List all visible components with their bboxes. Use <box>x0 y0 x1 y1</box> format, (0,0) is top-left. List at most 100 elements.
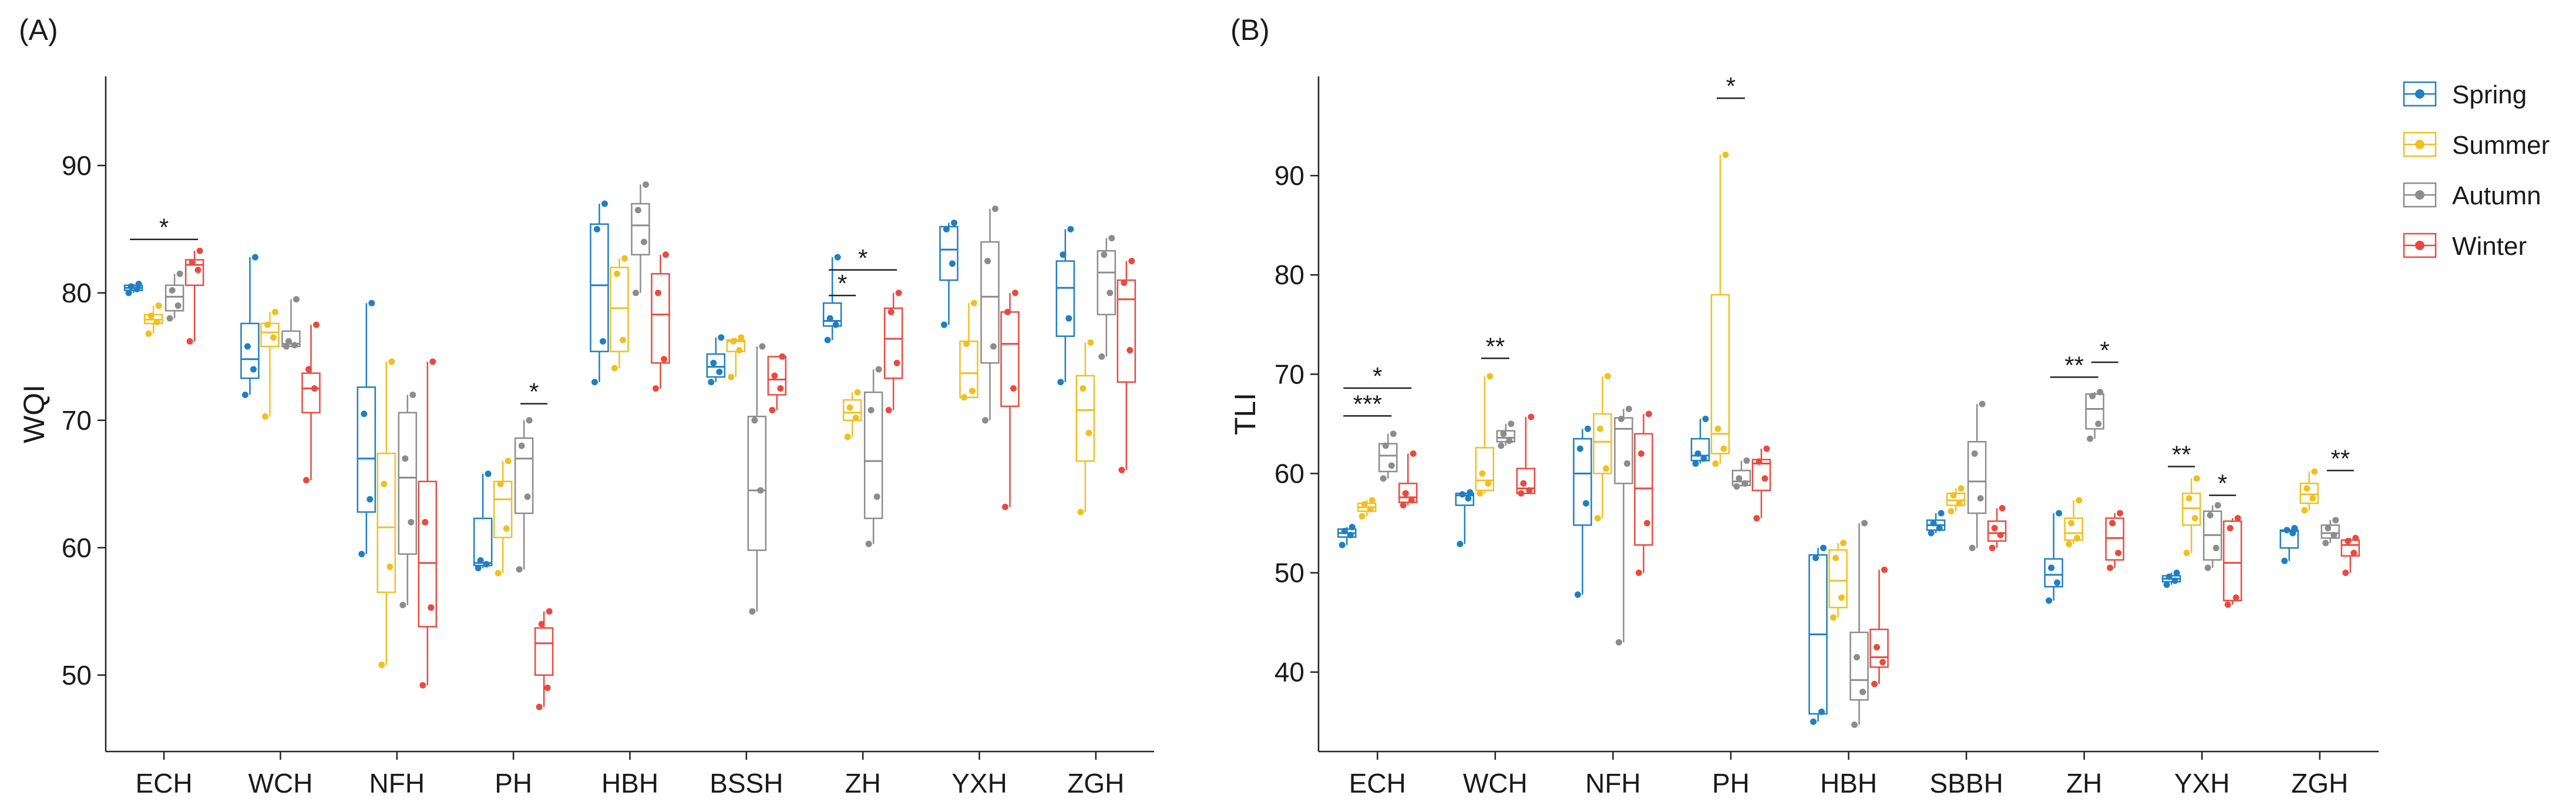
data-point <box>643 181 649 188</box>
data-point <box>1810 718 1817 725</box>
data-point <box>2352 534 2359 541</box>
y-tick-label: 90 <box>1274 160 1304 191</box>
box-iqr <box>1987 520 2007 542</box>
data-point <box>1368 497 1376 504</box>
data-point <box>951 220 957 227</box>
data-point <box>1977 495 1984 502</box>
legend-item-autumn: Autumn <box>2403 181 2541 210</box>
data-point <box>826 315 833 322</box>
data-point <box>1382 442 1389 449</box>
data-point <box>2303 485 2311 492</box>
data-point <box>1506 437 1513 444</box>
data-point <box>1121 279 1128 287</box>
data-point <box>1969 544 1976 551</box>
box-iqr <box>1055 260 1075 337</box>
data-point <box>1002 503 1008 510</box>
data-point <box>1528 413 1535 420</box>
data-point <box>2207 512 2214 518</box>
data-point <box>1004 308 1011 315</box>
box-iqr <box>301 372 321 414</box>
box-autumn-ph <box>1731 457 1751 490</box>
data-point <box>1756 458 1763 465</box>
data-point <box>885 406 892 413</box>
data-point <box>1851 721 1858 728</box>
box-spring-nfh <box>357 299 376 558</box>
x-tick-label: PH <box>495 768 532 798</box>
legend-label: Autumn <box>2452 181 2541 210</box>
data-point <box>594 225 600 233</box>
significance-label: ** <box>2330 444 2350 472</box>
data-point <box>1584 425 1591 432</box>
box-winter-zgh <box>2340 534 2360 577</box>
data-point <box>381 480 388 487</box>
data-point <box>895 289 902 297</box>
data-point <box>1743 457 1750 464</box>
data-point <box>1938 510 1945 517</box>
box-iqr <box>939 225 959 281</box>
panel-b: (B) 40 50 60 70 80 90 TLI ECH WCH NFH PH HBH SBBH ZH YX… <box>1229 14 2379 798</box>
data-point <box>409 391 416 398</box>
panel-label: (A) <box>19 14 58 46</box>
data-point <box>1761 475 1768 482</box>
data-point <box>1012 289 1018 297</box>
data-point <box>2212 544 2219 551</box>
box-autumn-ech <box>164 270 184 322</box>
box-autumn-nfh <box>398 391 418 608</box>
box-autumn-zh <box>863 366 883 547</box>
box-winter-bssh <box>767 353 787 413</box>
data-point <box>663 251 669 258</box>
x-tick-label: ZGH <box>2291 768 2348 798</box>
data-point <box>262 413 268 420</box>
box-winter-nfh <box>1634 410 1653 577</box>
box-autumn-wch <box>281 296 301 350</box>
y-tick-label: 50 <box>62 660 92 690</box>
data-point <box>250 366 257 373</box>
legend-swatch-dot <box>2415 190 2424 200</box>
data-point <box>538 621 545 628</box>
significance-label: * <box>838 269 847 297</box>
data-point <box>1358 513 1366 520</box>
data-point <box>2115 550 2122 557</box>
data-point <box>611 365 618 372</box>
y-tick-label: 60 <box>62 533 92 563</box>
data-point <box>1840 540 1847 547</box>
data-point <box>1101 251 1108 258</box>
box-iqr <box>514 437 534 514</box>
data-point <box>1065 315 1072 322</box>
box-autumn-zgh <box>2321 517 2340 547</box>
box-winter-yxh <box>1000 289 1020 510</box>
box-winter-hbh <box>1869 567 1889 688</box>
y-tick-label: 90 <box>62 150 92 181</box>
data-point <box>1936 524 1943 531</box>
data-point <box>194 267 201 274</box>
box-iqr <box>1751 459 1771 491</box>
data-point <box>2107 564 2114 571</box>
data-point <box>291 342 298 349</box>
data-point <box>1477 490 1484 497</box>
data-point <box>2281 557 2288 564</box>
significance-label: * <box>858 244 867 272</box>
box-summer-yxh <box>959 299 978 401</box>
box-spring-ph <box>473 470 493 572</box>
box-summer-zgh <box>1075 339 1095 515</box>
box-summer-nfh <box>1593 373 1612 522</box>
data-point <box>633 289 639 297</box>
box-iqr <box>2044 558 2063 588</box>
data-point <box>1832 554 1839 561</box>
box-autumn-hbh <box>631 181 650 297</box>
data-point <box>1623 460 1630 467</box>
data-point <box>2289 530 2296 537</box>
data-point <box>546 608 553 615</box>
panel-a: (A) 50 60 70 80 90 WQI ECH WCH NFH PH HBH BSSH ZH YXH Z… <box>18 14 1154 798</box>
y-tick-label: 50 <box>1274 558 1304 588</box>
significance-label: * <box>159 214 169 241</box>
x-tick-label: PH <box>1712 768 1750 798</box>
box-iqr <box>473 517 493 567</box>
data-point <box>2171 577 2178 584</box>
box-iqr <box>376 453 396 594</box>
data-point <box>283 343 290 350</box>
data-point <box>1818 708 1825 715</box>
data-point <box>1526 487 1533 494</box>
box-winter-ech <box>184 247 204 345</box>
